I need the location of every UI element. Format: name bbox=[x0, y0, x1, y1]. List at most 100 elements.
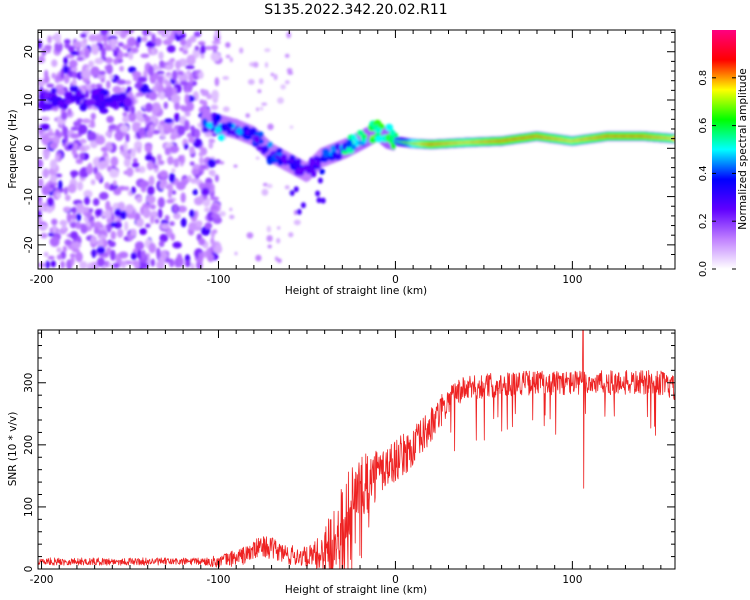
spectrogram-cell bbox=[38, 158, 44, 169]
spectrogram-cell bbox=[71, 206, 77, 214]
spectrogram-cell bbox=[69, 221, 77, 229]
spectrogram-cell bbox=[170, 93, 181, 104]
spectrogram-cell bbox=[49, 159, 58, 170]
spectrogram-cell bbox=[167, 189, 172, 199]
spectrogram-cell bbox=[198, 238, 206, 246]
spectrogram-cell bbox=[106, 115, 115, 124]
spectrogram-cell bbox=[156, 154, 162, 162]
spectrogram-cell bbox=[277, 258, 282, 264]
spectrogram-cell bbox=[263, 182, 268, 187]
spectrogram-cell bbox=[229, 57, 233, 63]
spectrogram-cell bbox=[109, 169, 120, 178]
spectrogram-cell bbox=[47, 35, 52, 44]
spectrogram-cell bbox=[389, 129, 396, 137]
spectrogram-cell bbox=[90, 140, 98, 148]
spectrogram-cell bbox=[199, 156, 204, 165]
spectrogram-cell bbox=[118, 251, 129, 259]
spectrogram-cell bbox=[179, 80, 189, 86]
spectrogram-cell bbox=[125, 133, 130, 143]
spectrogram-cell bbox=[159, 233, 169, 243]
spectrogram-cell bbox=[64, 239, 72, 246]
spectrogram-cell bbox=[86, 164, 94, 175]
spectrogram-cell bbox=[275, 154, 281, 160]
spectrogram-cell bbox=[375, 135, 384, 143]
spectrogram-cell bbox=[117, 42, 124, 47]
spectrogram-cell bbox=[255, 156, 260, 160]
spectrogram-cell bbox=[247, 79, 255, 85]
spectrogram-cell bbox=[249, 127, 257, 136]
spectrogram-cell bbox=[38, 55, 46, 64]
spectrogram-cell bbox=[194, 196, 204, 206]
spectrogram-cell bbox=[264, 62, 269, 68]
spectrogram-cell bbox=[135, 110, 143, 122]
spectrogram-cell bbox=[71, 241, 82, 249]
spectrogram-cell bbox=[276, 147, 283, 154]
spectrogram-cell bbox=[148, 65, 154, 76]
spectrogram-cell bbox=[90, 119, 95, 128]
spectrogram-cell bbox=[164, 147, 171, 156]
spectrogram-cell bbox=[38, 178, 44, 189]
spectrogram-cell bbox=[49, 183, 55, 189]
spectrogram-cell bbox=[119, 124, 129, 133]
spectrogram-cells bbox=[38, 30, 675, 269]
spectrogram-cell bbox=[123, 106, 130, 112]
spectrogram-cell bbox=[114, 30, 122, 35]
spectrogram-cell bbox=[51, 72, 56, 79]
spectrogram-cell bbox=[49, 236, 60, 247]
spectrogram-cell bbox=[187, 175, 192, 181]
spectrogram-cell bbox=[266, 235, 273, 242]
spectrogram-cell bbox=[169, 32, 177, 41]
spectrogram-cell bbox=[148, 31, 153, 37]
spectrogram-cell bbox=[315, 190, 321, 197]
spectrogram-cell bbox=[166, 128, 175, 133]
spectrogram-cell bbox=[208, 141, 214, 149]
spectrogram-cell bbox=[158, 51, 164, 60]
spectrogram-cell bbox=[40, 116, 50, 122]
spectrogram-cell bbox=[236, 126, 243, 136]
spectrogram-cell bbox=[170, 233, 175, 241]
spectrogram-cell bbox=[201, 187, 210, 196]
spectrogram-cell bbox=[110, 156, 119, 167]
spectrogram-cell bbox=[64, 39, 71, 44]
spectrogram-cell bbox=[90, 219, 95, 228]
spectrogram-cell bbox=[77, 181, 84, 191]
y-tick-label: 20 bbox=[23, 45, 35, 58]
spectrogram-cell bbox=[83, 190, 93, 198]
x-tick-label: -200 bbox=[30, 274, 54, 286]
spectrogram-cell bbox=[57, 40, 61, 45]
spectrogram-cell bbox=[210, 52, 221, 62]
spectrogram-cell bbox=[95, 83, 103, 89]
spectrogram-cell bbox=[169, 172, 176, 183]
spectrogram-cell bbox=[267, 141, 273, 148]
spectrogram-cell bbox=[320, 197, 326, 204]
spectrogram-cell bbox=[60, 260, 65, 269]
spectrogram-cell bbox=[38, 210, 42, 218]
spectrogram-cell bbox=[110, 249, 116, 261]
spectrogram-cell bbox=[147, 185, 155, 196]
spectrogram-cell bbox=[150, 48, 157, 56]
spectrogram-cell bbox=[159, 181, 165, 190]
spectrogram-cell bbox=[192, 48, 200, 59]
spectrogram-cell bbox=[38, 262, 47, 268]
spectrogram-cell bbox=[156, 70, 165, 75]
spectrogram-cell bbox=[78, 124, 88, 135]
spectrogram-cell bbox=[153, 167, 159, 173]
spectrogram-cell bbox=[62, 245, 67, 253]
spectrogram-cell bbox=[106, 223, 112, 233]
spectrogram-cell bbox=[148, 175, 155, 186]
spectrogram-cell bbox=[177, 125, 186, 136]
spectrogram-cell bbox=[73, 40, 81, 49]
spectrogram-cell bbox=[76, 89, 83, 97]
spectrogram-cell bbox=[110, 39, 117, 50]
spectrogram-cell bbox=[288, 157, 295, 164]
spectrogram-cell bbox=[163, 79, 169, 85]
spectrogram-cell bbox=[70, 170, 79, 177]
colorbar-tick-label: 0.0 bbox=[698, 261, 709, 277]
spectrogram-cell bbox=[148, 91, 158, 101]
spectrogram-cell bbox=[183, 119, 190, 131]
spectrogram-cell bbox=[90, 235, 97, 245]
spectrogram-cell bbox=[174, 112, 180, 123]
spectrogram-cell bbox=[276, 237, 281, 244]
spectrogram-cell bbox=[66, 212, 72, 223]
spectrogram-cell bbox=[222, 106, 230, 112]
